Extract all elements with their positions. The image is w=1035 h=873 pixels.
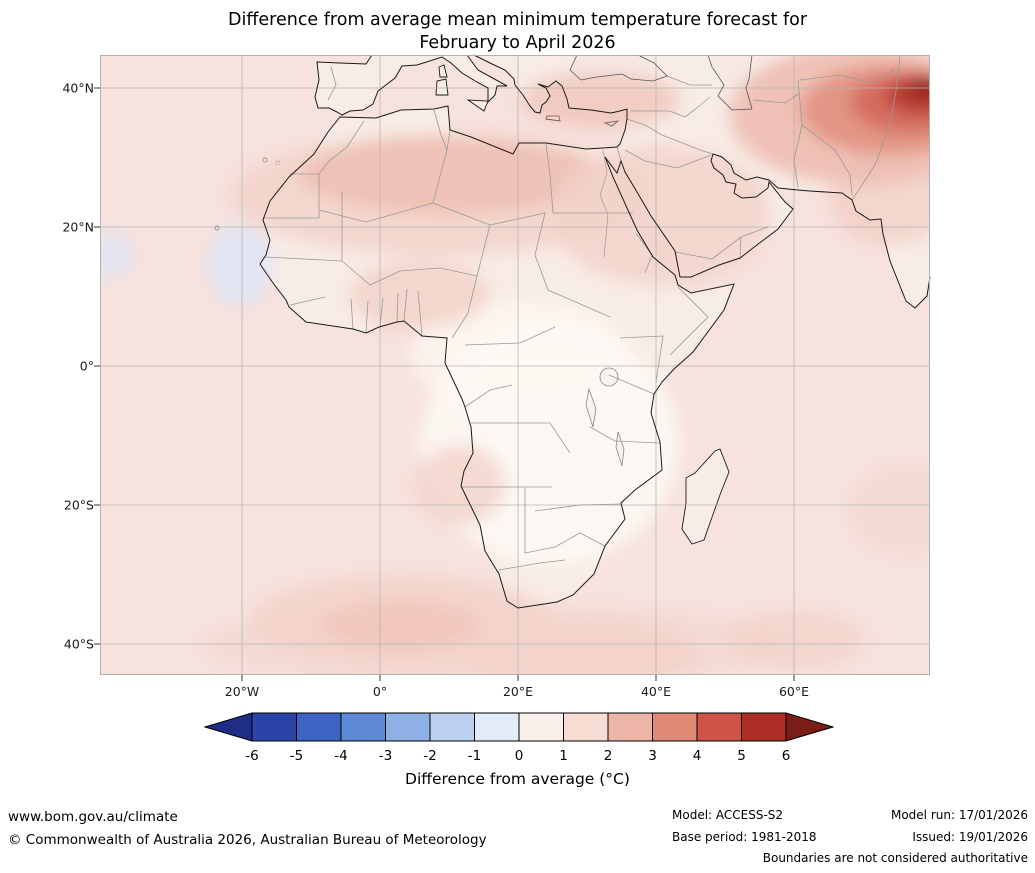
colorbar-tick-label: 2 xyxy=(604,748,613,764)
lake-malawi xyxy=(615,431,625,467)
colorbar-tick-label: -6 xyxy=(245,748,258,764)
footer-model-run: Model run: 17/01/2026 xyxy=(890,808,1028,822)
footer-base-period: Base period: 1981-2018 xyxy=(672,830,817,844)
colorbar-segment xyxy=(518,712,564,742)
colorbar: -6 -5 -4 -3 -2 -1 0 1 2 3 4 5 6 xyxy=(203,712,835,770)
lat-tick-label: 20°N xyxy=(62,219,94,235)
lake-tanganyika xyxy=(585,387,597,428)
colorbar-tick-label: 5 xyxy=(737,748,746,764)
footer-issued: Issued: 19/01/2026 xyxy=(912,830,1028,844)
colorbar-tick-label: -1 xyxy=(468,748,481,764)
colorbar-segment xyxy=(429,712,475,742)
lat-tick-label: 20°S xyxy=(63,497,94,513)
colorbar-arrow-left xyxy=(203,712,253,742)
colorbar-segment xyxy=(652,712,698,742)
map-svg xyxy=(94,54,931,681)
lat-tick-label: 0° xyxy=(79,358,94,374)
chart-title-line1: Difference from average mean minimum tem… xyxy=(227,10,808,30)
footer-website: www.bom.gov.au/climate xyxy=(8,809,178,825)
colorbar-tick-label: 4 xyxy=(693,748,702,764)
colorbar-segment xyxy=(696,712,742,742)
footer-left: www.bom.gov.au/climate © Commonwealth of… xyxy=(8,806,487,852)
lon-tick-label: 20°W xyxy=(224,684,260,699)
lon-tick-label: 20°E xyxy=(502,684,534,699)
colorbar-segment xyxy=(563,712,609,742)
colorbar-title: Difference from average (°C) xyxy=(405,770,630,788)
chart-title: Difference from average mean minimum tem… xyxy=(0,9,1035,55)
country-borders xyxy=(263,54,901,571)
ocean-shape xyxy=(100,55,930,675)
footer-disclaimer: Boundaries are not considered authoritat… xyxy=(762,851,1028,865)
footer-model: Model: ACCESS-S2 xyxy=(672,808,784,822)
colorbar-svg: -6 -5 -4 -3 -2 -1 0 1 2 3 4 5 6 xyxy=(203,712,835,764)
colorbar-segment xyxy=(474,712,520,742)
colorbar-tick-label: 6 xyxy=(782,748,791,764)
nile-river xyxy=(599,149,609,258)
lat-tick-label: 40°S xyxy=(63,636,94,652)
lat-tick-label: 40°N xyxy=(62,80,94,96)
colorbar-tick-label: -5 xyxy=(290,748,303,764)
colorbar-tick-label: -2 xyxy=(423,748,436,764)
lon-tick-label: 0° xyxy=(372,684,388,699)
colorbar-segment xyxy=(607,712,653,742)
chart-title-line2: February to April 2026 xyxy=(419,33,616,53)
colorbar-tick-label: 0 xyxy=(515,748,524,764)
colorbar-arrow-right xyxy=(785,712,835,742)
islands xyxy=(214,64,730,545)
forecast-map xyxy=(94,54,931,681)
footer-copyright: © Commonwealth of Australia 2026, Austra… xyxy=(8,832,487,848)
lake-victoria xyxy=(599,367,619,387)
colorbar-segment xyxy=(385,712,431,742)
colorbar-tick-label: 3 xyxy=(648,748,657,764)
colorbar-segment xyxy=(741,712,787,742)
colorbar-segment xyxy=(296,712,342,742)
colorbar-tick-label: -3 xyxy=(379,748,392,764)
map-frame xyxy=(100,55,930,675)
lon-tick-label: 40°E xyxy=(640,684,672,699)
colorbar-segment xyxy=(340,712,386,742)
coastline xyxy=(259,54,931,609)
colorbar-tick-label: 1 xyxy=(559,748,568,764)
sicily xyxy=(466,99,489,112)
colorbar-tick-label: -4 xyxy=(334,748,347,764)
madagascar xyxy=(681,448,730,545)
sardinia xyxy=(435,78,449,96)
corsica xyxy=(438,64,448,78)
colorbar-segment xyxy=(251,712,297,742)
lon-tick-label: 60°E xyxy=(778,684,810,699)
lakes xyxy=(585,367,625,467)
axis-ticks xyxy=(94,87,795,681)
